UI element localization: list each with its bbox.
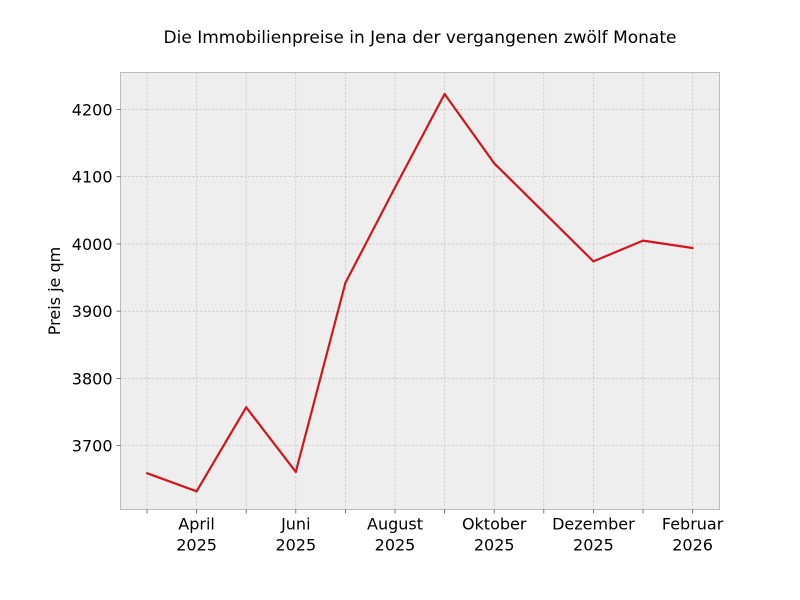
y-tick-label: 4100 bbox=[72, 168, 113, 187]
chart-title: Die Immobilienpreise in Jena der vergang… bbox=[164, 28, 677, 48]
x-tick-label-month: April bbox=[178, 515, 215, 534]
data-point bbox=[443, 92, 446, 96]
x-tick-label-year: 2025 bbox=[275, 536, 316, 555]
data-point bbox=[592, 260, 595, 263]
y-tick-label: 4000 bbox=[72, 235, 113, 254]
y-tick-label: 3700 bbox=[72, 437, 113, 456]
data-point bbox=[691, 246, 694, 250]
data-point bbox=[245, 406, 248, 409]
x-tick-label-year: 2025 bbox=[176, 536, 217, 555]
x-tick-label-year: 2026 bbox=[672, 536, 713, 555]
data-point bbox=[294, 470, 297, 473]
data-point bbox=[493, 162, 496, 165]
x-axis: April 2025 Juni 2025 August 2025 Oktober 2025 De… bbox=[146, 509, 724, 555]
x-tick-label-month: Februar bbox=[662, 515, 724, 534]
x-tick-label-month: Juni bbox=[280, 515, 310, 534]
y-tick-label: 3800 bbox=[72, 369, 113, 388]
series-line bbox=[146, 92, 693, 493]
data-point bbox=[641, 239, 645, 242]
x-tick-label-year: 2025 bbox=[375, 536, 416, 555]
x-tick-label-year: 2025 bbox=[474, 536, 515, 555]
x-tick-label-month: Dezember bbox=[552, 515, 635, 534]
data-point bbox=[145, 472, 149, 475]
x-tick-label-year: 2025 bbox=[573, 536, 614, 555]
data-point bbox=[344, 281, 347, 285]
y-axis: 3700 3800 3900 4000 4100 4200 bbox=[72, 100, 121, 456]
plot-area bbox=[120, 72, 720, 510]
grid bbox=[120, 72, 720, 510]
x-tick-label-month: Oktober bbox=[462, 515, 527, 534]
data-point bbox=[195, 490, 198, 493]
y-tick-label: 4200 bbox=[72, 100, 113, 119]
data-point bbox=[542, 211, 545, 214]
y-tick-label: 3900 bbox=[72, 302, 113, 321]
y-axis-label: Preis je qm bbox=[45, 247, 64, 335]
series-group bbox=[145, 92, 694, 493]
x-tick-label-month: August bbox=[367, 515, 423, 534]
data-point bbox=[393, 186, 397, 189]
